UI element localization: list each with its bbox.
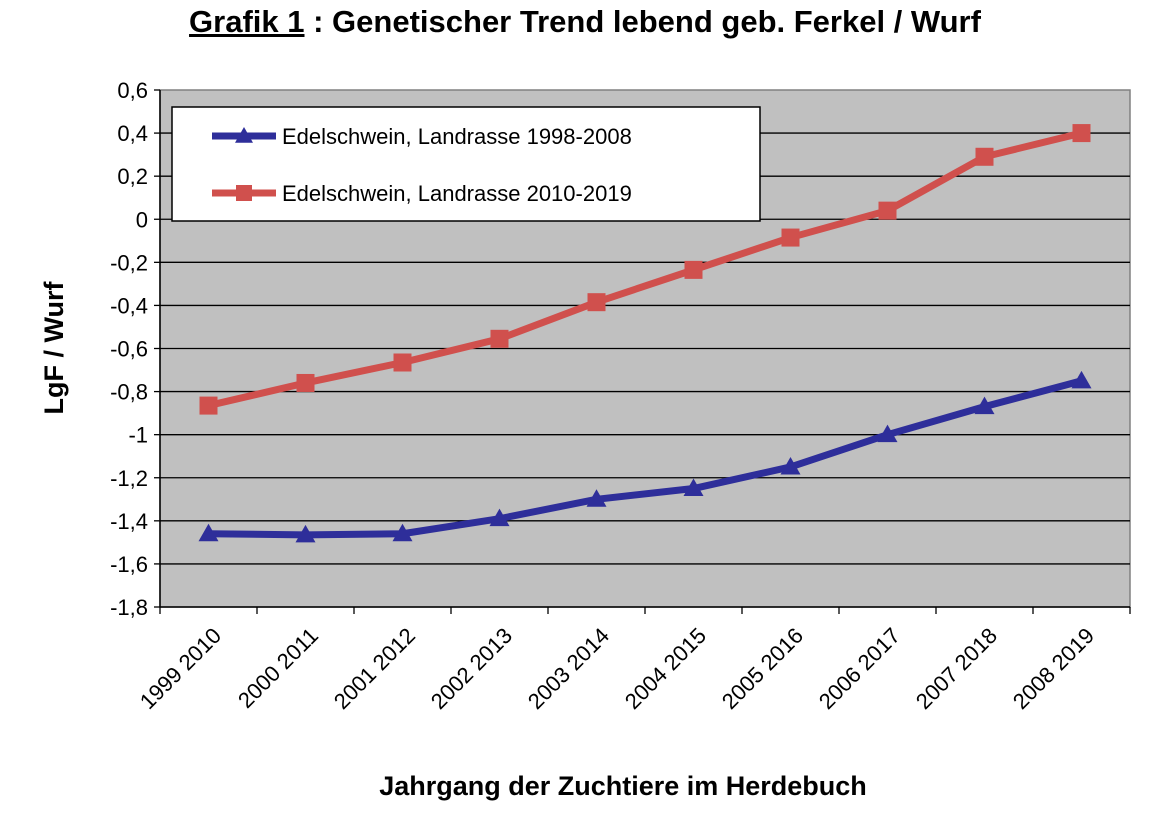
y-tick-label: 0,2 bbox=[117, 164, 148, 189]
x-axis-title: Jahrgang der Zuchtiere im Herdebuch bbox=[379, 771, 867, 801]
x-tick-label: 2003 2014 bbox=[523, 623, 614, 714]
legend-entry-label: Edelschwein, Landrasse 2010-2019 bbox=[282, 181, 632, 206]
legend-swatch-marker bbox=[235, 127, 253, 143]
y-tick-label: -1,4 bbox=[110, 509, 148, 534]
data-point bbox=[296, 373, 315, 392]
x-tick-label: 2002 2013 bbox=[426, 623, 517, 714]
series-group bbox=[198, 124, 1092, 543]
data-point bbox=[489, 508, 510, 527]
data-point bbox=[877, 424, 898, 443]
axes bbox=[159, 90, 1131, 614]
data-point bbox=[781, 228, 800, 247]
x-tick-label: 2000 2011 bbox=[233, 623, 323, 713]
data-point bbox=[1072, 124, 1091, 143]
y-tick-label: -0,4 bbox=[110, 293, 148, 318]
data-point bbox=[198, 523, 219, 542]
data-point bbox=[975, 147, 994, 166]
x-tick-label: 2004 2015 bbox=[620, 623, 711, 714]
legend-swatch-marker bbox=[236, 185, 252, 201]
x-tick-label: 2001 2012 bbox=[329, 623, 420, 714]
y-tick-label: -1,2 bbox=[110, 466, 148, 491]
data-point bbox=[586, 489, 607, 507]
legend-entry-label: Edelschwein, Landrasse 1998-2008 bbox=[282, 124, 632, 149]
series-1 bbox=[198, 370, 1092, 543]
legend: Edelschwein, Landrasse 1998-2008 Edelschw… bbox=[171, 106, 761, 222]
data-point bbox=[587, 293, 606, 312]
chart-title-rest: : Genetischer Trend lebend geb. Ferkel /… bbox=[313, 4, 981, 39]
chart-title: Grafik 1 : Genetischer Trend lebend geb.… bbox=[0, 4, 1170, 40]
data-point bbox=[393, 353, 412, 372]
y-tick-label: -1,6 bbox=[110, 552, 148, 577]
data-point bbox=[295, 524, 316, 543]
y-tick-label: -0,2 bbox=[110, 250, 148, 275]
y-tick-labels: 0,6 0,4 0,2 0 -0,2 -0,4 -0,6 -0,8 -1 -1,2 -1,4 -1,6… bbox=[110, 78, 148, 620]
series-line bbox=[208, 377, 1083, 539]
y-axis-title: LgF / Wurf bbox=[39, 281, 69, 415]
y-tick-label: 0,6 bbox=[117, 78, 148, 103]
data-point bbox=[683, 478, 704, 497]
series-2 bbox=[199, 124, 1091, 415]
data-point bbox=[974, 396, 995, 415]
series-line bbox=[207, 129, 1083, 409]
data-point bbox=[780, 456, 801, 475]
data-point bbox=[878, 201, 897, 220]
x-tick-label: 2005 2016 bbox=[717, 623, 808, 714]
data-point bbox=[684, 260, 703, 279]
x-tick-label: 2007 2018 bbox=[911, 623, 1002, 714]
y-tick-label: -1 bbox=[128, 423, 148, 448]
x-tick-label: 1999 2010 bbox=[135, 623, 226, 714]
x-tick-label: 2008 2019 bbox=[1008, 623, 1099, 714]
data-point bbox=[199, 396, 218, 415]
data-point bbox=[392, 523, 413, 542]
chart-title-lead: Grafik 1 bbox=[189, 4, 305, 39]
y-tick-label: 0,4 bbox=[117, 121, 148, 146]
y-tick-label: -0,6 bbox=[110, 337, 148, 362]
data-point bbox=[490, 329, 509, 348]
x-tick-labels: 1999 2010 2000 2011 2001 2012 2002 2013 2003… bbox=[135, 623, 1099, 714]
legend-box bbox=[171, 106, 761, 222]
x-tick-label: 2006 2017 bbox=[814, 623, 905, 714]
y-tick-label: -0,8 bbox=[110, 380, 148, 405]
y-tick-label: 0 bbox=[136, 207, 148, 232]
y-tick-label: -1,8 bbox=[110, 595, 148, 620]
data-point bbox=[1071, 370, 1092, 389]
